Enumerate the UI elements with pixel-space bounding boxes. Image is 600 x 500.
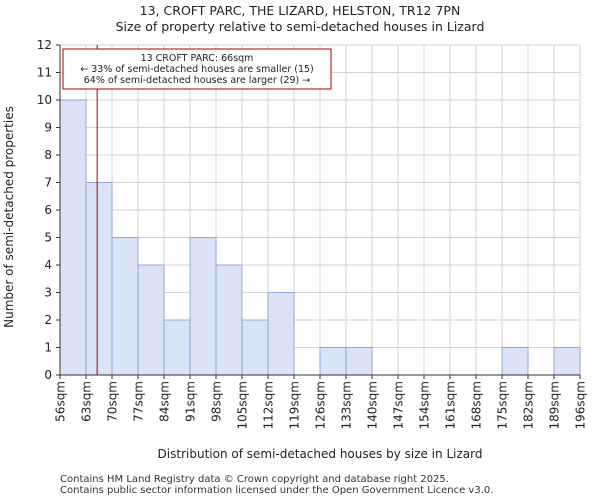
x-tick-label: 63sqm <box>80 381 94 422</box>
histogram-bar <box>215 264 243 376</box>
x-tick-label: 77sqm <box>132 381 146 422</box>
chart-title: 13, CROFT PARC, THE LIZARD, HELSTON, TR1… <box>139 3 461 18</box>
annotation-line-3: 64% of semi-detached houses are larger (… <box>84 75 311 86</box>
x-tick-label: 147sqm <box>392 381 406 429</box>
y-tick-label: 12 <box>37 38 52 52</box>
histogram-bar <box>319 347 347 376</box>
x-tick-label: 98sqm <box>210 381 224 422</box>
y-tick-label: 2 <box>44 313 52 327</box>
y-axis-label: Number of semi-detached properties <box>2 106 16 328</box>
footer-line-1: Contains HM Land Registry data © Crown c… <box>60 474 449 485</box>
x-tick-label: 161sqm <box>444 381 458 429</box>
histogram-bar <box>111 237 139 376</box>
x-tick-label: 84sqm <box>158 381 172 422</box>
annotation-box <box>62 48 332 90</box>
y-tick-label: 5 <box>44 231 52 245</box>
histogram-bar <box>553 347 581 376</box>
histogram-bar <box>163 319 191 376</box>
x-tick-label: 112sqm <box>262 381 276 429</box>
y-tick-label: 0 <box>44 368 52 382</box>
x-tick-label: 119sqm <box>288 381 302 429</box>
y-tick-label: 10 <box>37 93 52 107</box>
annotation-line-2: ← 33% of semi-detached houses are smalle… <box>80 64 314 75</box>
y-tick-label: 6 <box>44 203 52 217</box>
histogram-bar <box>189 237 217 376</box>
y-tick-label: 3 <box>44 286 52 300</box>
chart-subtitle: Size of property relative to semi-detach… <box>115 19 485 34</box>
histogram-bar <box>501 347 529 376</box>
footer-line-2: Contains public sector information licen… <box>60 485 494 496</box>
x-tick-label: 70sqm <box>106 381 120 422</box>
x-tick-label: 196sqm <box>574 381 588 429</box>
x-tick-label: 56sqm <box>54 381 68 422</box>
x-tick-label: 182sqm <box>522 381 536 429</box>
x-tick-label: 133sqm <box>340 381 354 429</box>
x-tick-label: 189sqm <box>548 381 562 429</box>
x-tick-label: 105sqm <box>236 381 250 429</box>
bars <box>59 99 581 376</box>
annotation: 13 CROFT PARC: 66sqm ← 33% of semi-detac… <box>62 48 332 90</box>
x-tick-label: 175sqm <box>496 381 510 429</box>
y-tick-label: 11 <box>37 66 52 80</box>
y-tick-label: 7 <box>44 176 52 190</box>
annotation-line-1: 13 CROFT PARC: 66sqm <box>141 53 254 64</box>
histogram-bar <box>267 292 295 376</box>
y-tick-label: 9 <box>44 121 52 135</box>
histogram-bar <box>241 319 269 376</box>
x-tick-label: 168sqm <box>470 381 484 429</box>
x-axis-label: Distribution of semi-detached houses by … <box>158 447 483 461</box>
x-tick-label: 91sqm <box>184 381 198 422</box>
histogram-bar <box>345 347 373 376</box>
histogram-bar <box>59 99 87 376</box>
y-tick-label: 1 <box>44 341 52 355</box>
x-tick-label: 154sqm <box>418 381 432 429</box>
x-tick-label: 140sqm <box>366 381 380 429</box>
y-tick-label: 8 <box>44 148 52 162</box>
histogram-bar <box>137 264 165 376</box>
x-tick-label: 126sqm <box>314 381 328 429</box>
y-tick-label: 4 <box>44 258 52 272</box>
histogram-bar <box>85 182 113 376</box>
